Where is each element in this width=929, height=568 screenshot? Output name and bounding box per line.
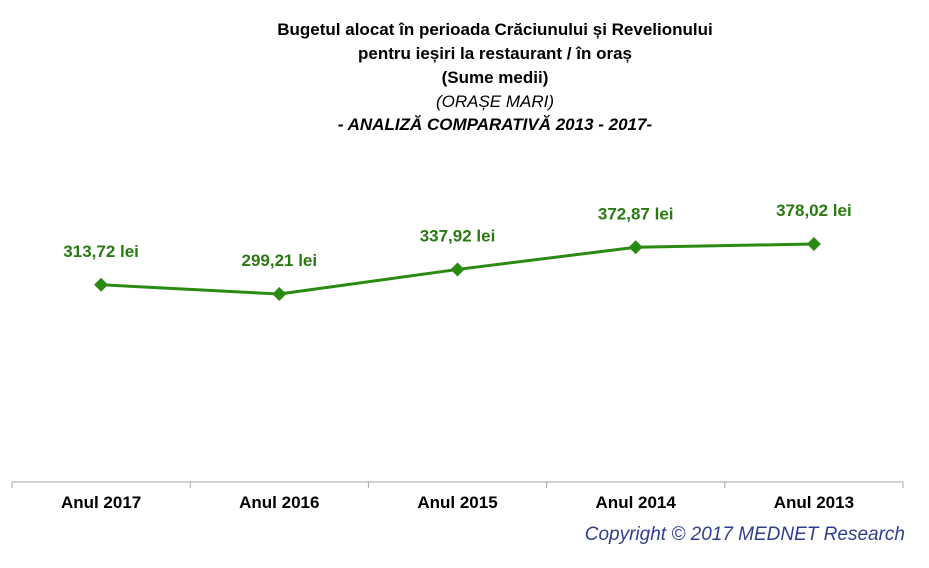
data-label: 378,02 lei (776, 201, 852, 220)
x-tick-label: Anul 2016 (239, 493, 319, 512)
title-line-2: pentru ieșiri la restaurant / în oraș (358, 44, 632, 63)
data-label: 299,21 lei (241, 251, 317, 270)
data-point-marker (806, 237, 821, 251)
x-tick-label: Anul 2015 (417, 493, 497, 512)
title-line-3: (Sume medii) (441, 68, 549, 87)
data-point-marker (628, 240, 643, 255)
data-label: 372,87 lei (598, 204, 674, 223)
data-label: 337,92 lei (420, 226, 496, 245)
title-line-5: - ANALIZĂ COMPARATIVĂ 2013 - 2017- (337, 115, 653, 134)
chart-title: Bugetul alocat în perioada Crăciunului ș… (0, 18, 929, 136)
data-label: 313,72 lei (63, 242, 139, 261)
data-point-marker (94, 277, 109, 292)
title-line-4: (ORAȘE MARI) (435, 92, 555, 111)
data-point-marker (272, 287, 287, 301)
copyright-notice: Copyright © 2017 MEDNET Research (584, 524, 905, 545)
title-line-1: Bugetul alocat în perioada Crăciunului ș… (277, 20, 713, 39)
x-tick-label: Anul 2014 (596, 493, 677, 512)
data-point-marker (450, 262, 465, 277)
x-tick-label: Anul 2017 (61, 493, 141, 512)
x-tick-label: Anul 2013 (774, 493, 854, 512)
